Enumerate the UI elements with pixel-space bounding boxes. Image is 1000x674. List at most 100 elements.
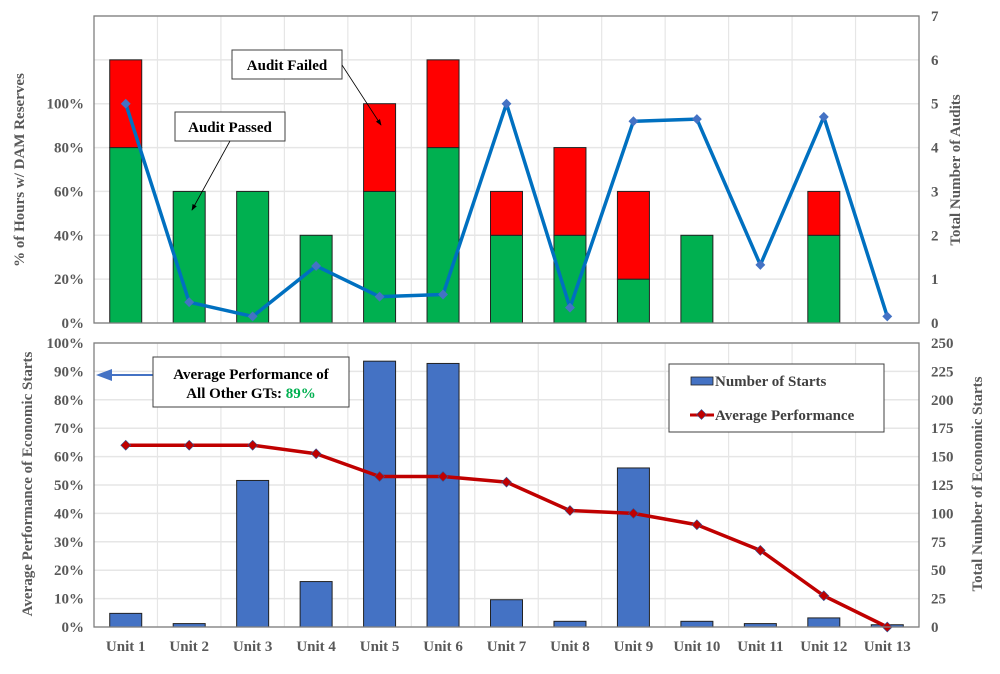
bottom-y2-axis-title: Total Number of Economic Starts (970, 376, 986, 591)
top-plot-border (93, 15, 920, 324)
bar-audit-passed (299, 234, 333, 324)
top-y2-tick-label: 0 (931, 316, 939, 332)
bottom-chart: 0% 10% 20% 30% 40% 50% 60% 70% 80% 90% 100% 0 25 50 75… (47, 336, 954, 655)
x-tick-label: Unit 11 (737, 639, 783, 655)
line-marker (310, 448, 322, 460)
callout-value: 89% (286, 386, 316, 402)
legend-label-starts: Number of Starts (715, 374, 827, 390)
callout-line1: Average Performance of (173, 367, 329, 383)
top-y2-tick-label: 7 (931, 9, 939, 25)
top-y2-tick-label: 3 (931, 184, 939, 200)
line-marker (882, 311, 893, 322)
x-tick-label: Unit 9 (614, 639, 654, 655)
line-marker (501, 476, 512, 488)
bottom-y2-tick-label: 150 (931, 450, 954, 466)
line-marker (374, 471, 385, 482)
line-marker (374, 291, 385, 302)
top-y2-tick-label: 2 (931, 228, 939, 244)
bottom-y2-tick-label: 250 (931, 336, 954, 352)
x-tick-label: Unit 8 (550, 639, 590, 655)
bottom-y-tick-label: 30% (54, 535, 84, 551)
top-y2-tick-label: 4 (931, 141, 939, 157)
bottom-y2-tick-label: 175 (931, 421, 954, 437)
bottom-y-tick-label: 40% (54, 506, 84, 522)
bar-audit-failed (807, 190, 841, 236)
bar-audit-passed (680, 234, 714, 324)
bar-number-of-starts (553, 620, 587, 628)
x-tick-label: Unit 1 (106, 639, 146, 655)
top-y-axis-title: % of Hours w/ DAM Reserves (12, 73, 28, 267)
audit-failed-annotation: Audit Failed (231, 49, 382, 126)
bottom-y-tick-label: 70% (54, 421, 84, 437)
average-performance-callout: Average Performance of All Other GTs: 89… (96, 356, 350, 408)
bar-audit-passed (807, 234, 841, 324)
x-tick-label: Unit 7 (487, 639, 527, 655)
bar-audit-passed (363, 190, 397, 324)
line-marker (247, 439, 259, 451)
audit-passed-label: Audit Passed (188, 120, 272, 136)
bottom-y-tick-label: 80% (54, 393, 84, 409)
legend-swatch-starts (690, 376, 714, 386)
bar-audit-passed (236, 190, 270, 324)
bar-number-of-starts (109, 612, 143, 628)
line-marker (183, 439, 195, 451)
top-y-tick-label: 100% (47, 97, 85, 113)
top-y-tick-label: 60% (54, 184, 84, 200)
top-y2-tick-label: 6 (931, 53, 939, 69)
top-chart: 0% 20% 40% 60% 80% 100% 0 1 2 3 4 5 6 7 (47, 9, 940, 332)
bottom-y-axis-title: Average Performance of Economic Starts (20, 352, 36, 617)
bottom-y-tick-label: 60% (54, 450, 84, 466)
bottom-y-tick-label: 10% (54, 592, 84, 608)
line-marker (818, 111, 829, 122)
bar-audit-failed (490, 190, 523, 236)
bar-number-of-starts (616, 467, 650, 628)
top-y-tick-label: 20% (54, 272, 84, 288)
bottom-y2-tick-label: 25 (931, 592, 946, 608)
line-marker (628, 508, 639, 519)
top-y-tick-label: 80% (54, 141, 84, 157)
bar-audit-passed (616, 278, 650, 324)
top-y2-tick-label: 5 (931, 97, 939, 113)
line-marker (818, 590, 830, 602)
bottom-y2-tick-label: 75 (931, 535, 946, 551)
bottom-y-tick-label: 20% (54, 563, 84, 579)
bar-audit-failed (363, 103, 397, 192)
x-tick-label: Unit 12 (800, 639, 847, 655)
line-marker (311, 261, 322, 271)
legend: Number of Starts Average Performance (668, 363, 885, 433)
bar-number-of-starts (363, 360, 397, 628)
top-y-tick-label: 40% (54, 228, 84, 244)
bottom-y2-tick-label: 50 (931, 563, 946, 579)
audit-failed-label: Audit Failed (247, 58, 328, 74)
line-marker (565, 302, 575, 313)
x-tick-label: Unit 5 (360, 639, 400, 655)
line-marker (247, 311, 258, 322)
bottom-y-tick-label: 50% (54, 478, 84, 494)
bar-audit-passed (109, 147, 143, 324)
line-marker (564, 505, 576, 516)
line-marker (437, 471, 449, 482)
bar-number-of-starts (680, 620, 714, 628)
bar-number-of-starts (299, 581, 333, 628)
x-tick-label: Unit 13 (864, 639, 911, 655)
line-marker (691, 114, 702, 125)
bar-audit-failed (616, 190, 650, 280)
bar-number-of-starts (490, 599, 523, 628)
bar-number-of-starts (236, 479, 270, 628)
bar-audit-failed (553, 147, 587, 236)
bottom-y2-tick-label: 225 (931, 364, 954, 380)
bottom-y-tick-label: 100% (47, 336, 85, 352)
bar-audit-failed (426, 59, 460, 149)
x-tick-label: Unit 10 (673, 639, 720, 655)
x-tick-label: Unit 3 (233, 639, 273, 655)
line-marker (184, 297, 195, 308)
bottom-y2-tick-label: 0 (931, 620, 939, 636)
top-y2-tick-label: 1 (931, 272, 939, 288)
x-tick-label: Unit 4 (296, 639, 336, 655)
bottom-y2-tick-label: 200 (931, 393, 954, 409)
line-marker (120, 439, 132, 451)
audit-passed-annotation: Audit Passed (174, 111, 286, 211)
x-tick-label: Unit 6 (423, 639, 463, 655)
top-y-tick-label: 0% (62, 316, 85, 332)
